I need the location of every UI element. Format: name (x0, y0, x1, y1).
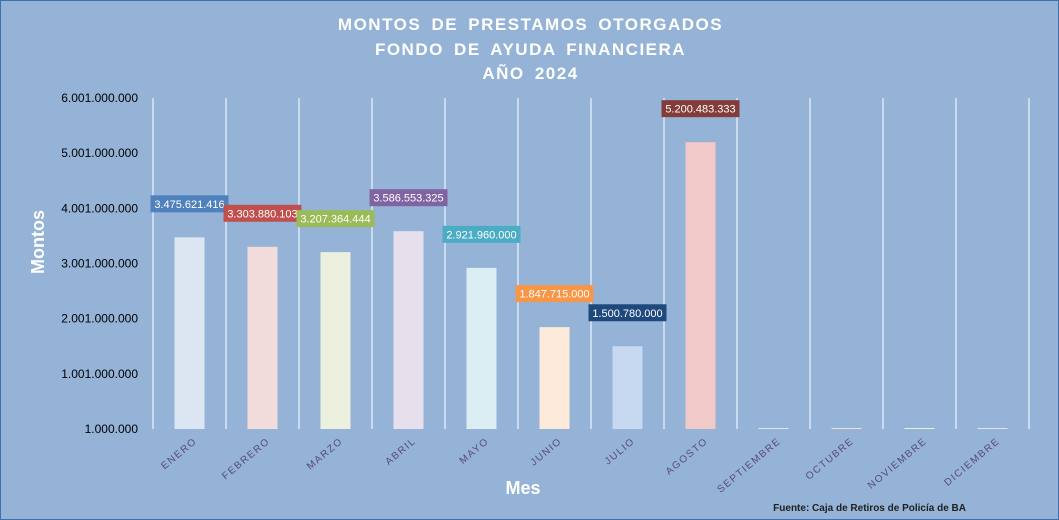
y-axis: 1.000.000 1.001.000.000 2.001.000.000 3.001… (61, 91, 138, 436)
data-label-text: 3.303.880.103 (227, 208, 297, 220)
data-label-box (588, 304, 667, 322)
y-axis-label: Montos (28, 210, 48, 274)
data-label-text: 3.586.553.325 (373, 193, 443, 205)
y-tick-label: 6.001.000.000 (61, 91, 138, 105)
bar-agosto (685, 142, 716, 429)
data-label-marzo: 3.207.364.444 (296, 210, 375, 228)
data-label-text: 1.500.780.000 (592, 308, 662, 320)
data-label-text: 3.207.364.444 (300, 214, 370, 226)
x-tick-label: ENERO (159, 436, 199, 472)
chart-title-line-2: FONDO DE AYUDA FINANCIERA (374, 40, 687, 59)
bar-noviembre (904, 428, 935, 429)
data-label-text: 5.200.483.333 (665, 104, 735, 116)
y-tick-label: 4.001.000.000 (61, 201, 138, 215)
x-tick-label: ABRIL (383, 436, 418, 468)
y-tick-label: 5.001.000.000 (61, 146, 138, 160)
x-tick-label: NOVIEMBRE (866, 436, 929, 492)
y-tick-label: 1.000.000 (85, 422, 139, 436)
data-label-box (442, 225, 521, 243)
source-note: Fuente: Caja de Retiros de Policía de BA (773, 503, 966, 514)
data-label-mayo: 2.921.960.000 (442, 225, 521, 243)
data-label-text: 2.921.960.000 (446, 229, 516, 241)
data-label-febrero: 3.303.880.103 (223, 204, 302, 222)
data-label-julio: 1.500.780.000 (588, 304, 667, 322)
x-tick-label: MAYO (458, 436, 492, 467)
bar-marzo (320, 252, 351, 429)
x-axis-label: Mes (505, 478, 540, 498)
y-tick-label: 3.001.000.000 (61, 257, 138, 271)
x-tick-label: JUNIO (529, 436, 565, 469)
bars (174, 142, 1008, 429)
data-label-box (369, 189, 448, 207)
x-tick-label: SEPTIEMBRE (715, 436, 783, 496)
bar-septiembre (758, 428, 789, 429)
bar-enero (174, 237, 205, 429)
x-tick-label: JULIO (603, 436, 638, 467)
data-label-abril: 3.586.553.325 (369, 189, 448, 207)
data-label-text: 1.847.715.000 (519, 289, 589, 301)
bar-octubre (831, 428, 862, 429)
chart-title-line-3: AÑO 2024 (482, 64, 579, 83)
y-tick-label: 2.001.000.000 (61, 312, 138, 326)
x-tick-label: FEBRERO (220, 436, 272, 482)
data-label-box (661, 100, 740, 118)
data-label-enero: 3.475.621.416 (150, 195, 229, 213)
x-tick-label: OCTUBRE (804, 436, 857, 483)
x-tick-label: MARZO (305, 436, 345, 472)
bar-mayo (466, 267, 497, 429)
data-label-text: 3.475.621.416 (154, 199, 224, 211)
data-label-box (296, 210, 375, 228)
data-label-box (150, 195, 229, 213)
bar-abril (393, 231, 424, 429)
data-label-agosto: 5.200.483.333 (661, 100, 740, 118)
vertical-gridlines (152, 98, 1030, 429)
y-tick-label: 1.001.000.000 (61, 367, 138, 381)
data-label-junio: 1.847.715.000 (515, 285, 594, 303)
data-label-box (515, 285, 594, 303)
bar-febrero (247, 246, 278, 429)
x-axis: ENERO FEBRERO MARZO ABRIL MAYO JUNIO JULIO AGOS… (159, 436, 1002, 496)
x-tick-label: AGOSTO (664, 436, 711, 478)
bar-junio (539, 327, 570, 429)
data-label-box (223, 204, 302, 222)
bar-diciembre (977, 428, 1008, 429)
chart-title-line-1: MONTOS DE PRESTAMOS OTORGADOS (337, 15, 724, 34)
x-tick-label: DICIEMBRE (942, 436, 1002, 489)
bar-julio (612, 346, 643, 429)
